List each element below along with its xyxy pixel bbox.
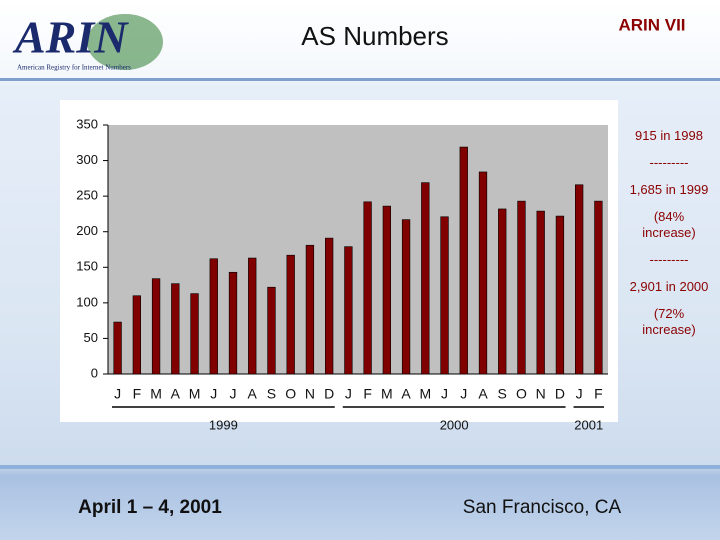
event-label: ARIN VII [618,15,685,34]
y-tick-label: 100 [76,294,98,309]
x-tick-label: N [536,386,546,402]
x-tick-label: J [460,386,467,402]
slide-title: AS Numbers [301,21,448,51]
y-tick-label: 200 [76,223,98,238]
x-tick-label: A [478,386,488,402]
x-tick-label: N [305,386,315,402]
plot-area [108,125,608,374]
x-tick-label: J [345,386,352,402]
x-tick-label: D [324,386,334,402]
side-note: --------- [649,252,689,267]
bar [401,219,411,375]
bar [440,216,449,375]
footer-rule [0,465,720,469]
bar [459,146,468,375]
bar [382,205,391,375]
y-tick-label: 350 [76,116,98,131]
side-note: (84% increase) [642,209,696,240]
side-note: 2,901 in 2000 [629,279,709,294]
bar [248,257,257,375]
x-tick-label: O [285,386,296,402]
y-tick-label: 300 [76,152,98,167]
side-note: 1,685 in 1999 [629,182,709,197]
bar [421,182,430,375]
bar [305,244,315,375]
x-tick-label: A [171,386,181,402]
bar [363,201,372,375]
x-tick-label: S [267,386,276,402]
x-tick-label: A [248,386,258,402]
footer-date: April 1 – 4, 2001 [78,497,222,518]
bar [228,271,238,375]
x-tick-label: F [594,386,603,402]
bar [555,215,565,375]
x-tick-label: J [114,386,121,402]
bar [325,237,334,375]
bar [594,200,603,375]
bar [575,184,584,375]
year-label: 2001 [574,417,603,432]
y-tick-label: 250 [76,188,98,203]
side-note: 915 in 1998 [635,128,703,143]
x-tick-label: F [363,386,372,402]
x-tick-label: J [230,386,237,402]
logo-text: ARIN [12,12,129,63]
bar [286,254,295,375]
footer-location: San Francisco, CA [463,497,622,518]
x-tick-label: F [133,386,142,402]
x-tick-label: M [150,386,162,402]
y-tick-label: 0 [91,365,98,380]
x-tick-label: J [441,386,448,402]
x-tick-label: M [381,386,393,402]
bar [498,208,507,375]
x-tick-label: O [516,386,527,402]
bar [517,200,526,375]
bar [478,171,488,375]
logo-subtitle: American Registry for Internet Numbers [17,64,131,72]
bar [190,293,199,375]
x-tick-label: D [555,386,565,402]
x-tick-label: M [189,386,201,402]
y-tick-label: 150 [76,259,98,274]
x-tick-label: J [210,386,217,402]
bar [171,283,180,375]
logo-globe [87,14,163,70]
bar [151,278,161,375]
x-tick-label: M [419,386,431,402]
year-label: 1999 [209,417,238,432]
bar [209,258,218,375]
y-tick-label: 50 [84,330,98,345]
bar [267,286,276,375]
x-tick-label: J [576,386,583,402]
bar [536,210,545,375]
header-rule [0,78,720,81]
side-note: (72% increase) [642,306,696,337]
bar [344,246,353,375]
x-tick-label: S [498,386,507,402]
x-tick-label: A [401,386,411,402]
side-note: --------- [649,155,689,170]
side-notes: 915 in 1998 --------- 1,685 in 1999 (84% in… [626,128,712,338]
bar [113,321,122,375]
year-label: 2000 [440,417,469,432]
bar [132,295,141,375]
